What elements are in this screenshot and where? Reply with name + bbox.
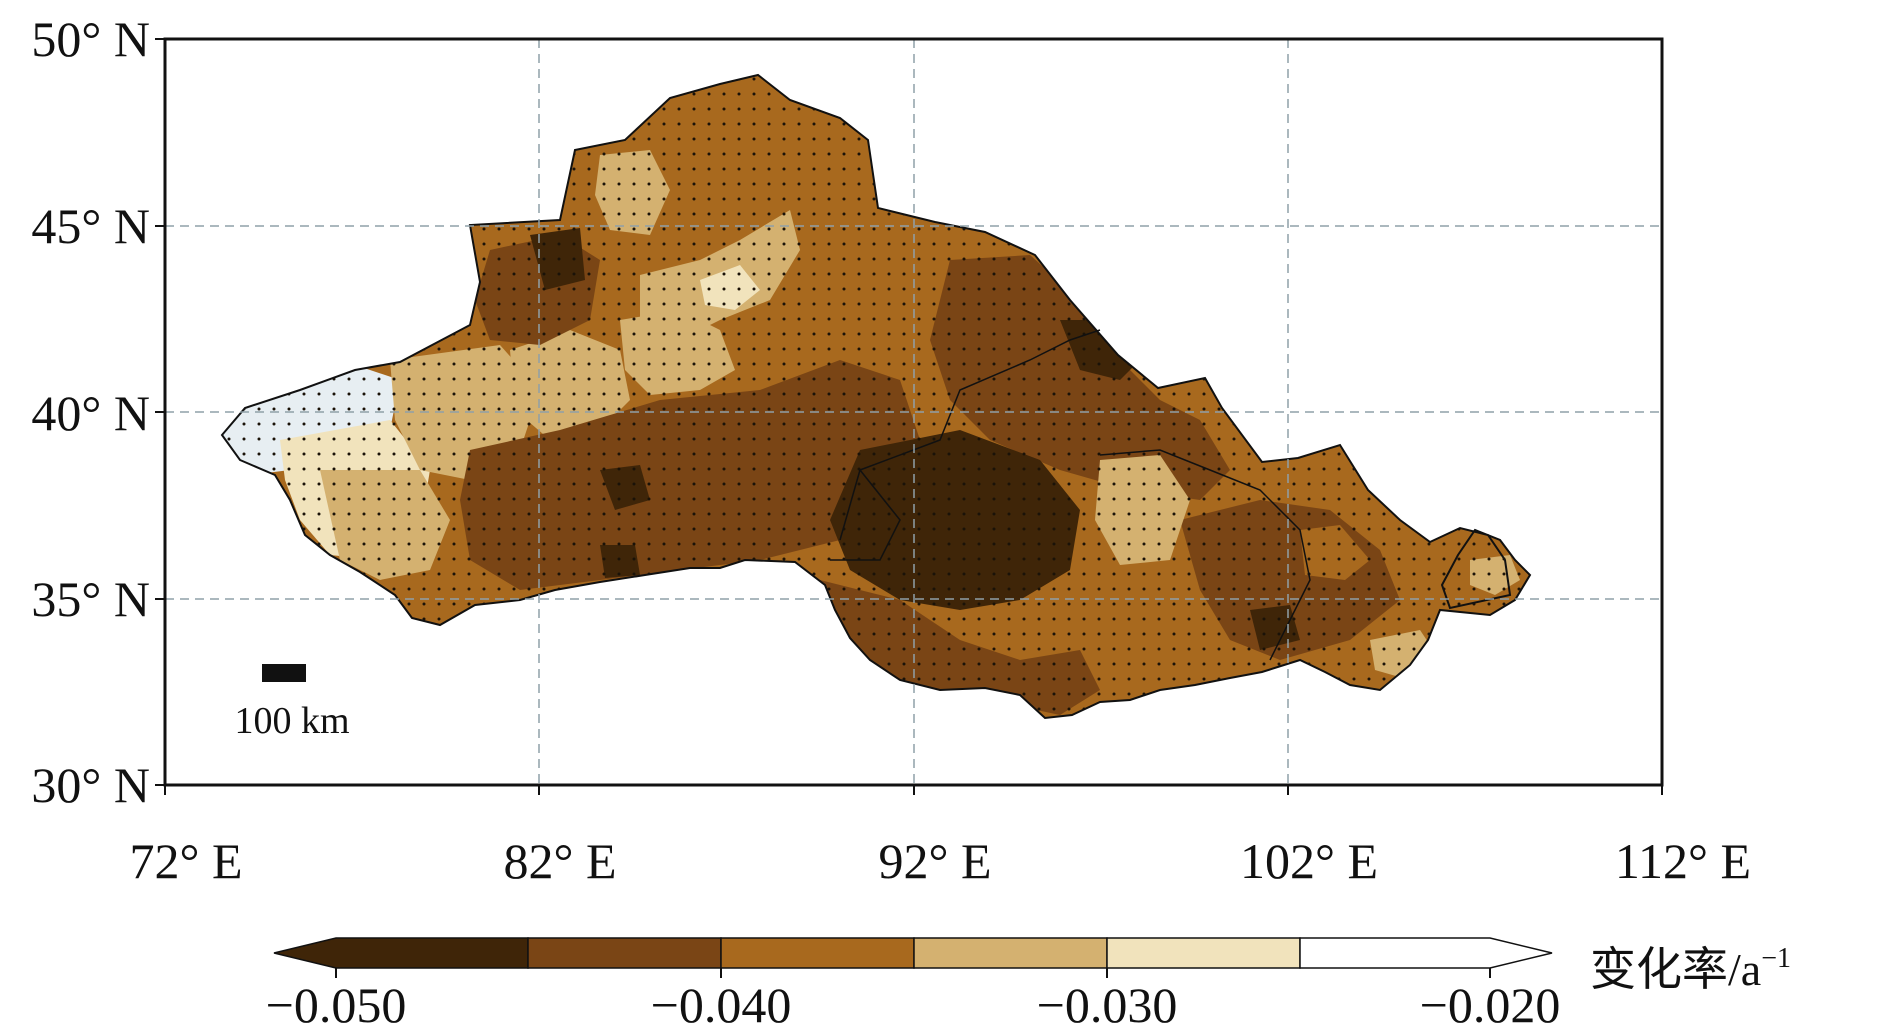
lat-label-40: 40° N: [31, 385, 150, 441]
colorbar-bin-2: [720, 937, 915, 969]
lon-label-82: 82° E: [503, 833, 616, 889]
colorbar-title-text: 变化率/a: [1590, 944, 1761, 995]
lon-label-92: 92° E: [878, 833, 991, 889]
scale-bar: [262, 664, 306, 682]
colorbar-bin-1: [527, 937, 722, 969]
colorbar-tick-1: −0.040: [651, 977, 792, 1028]
colorbar: −0.050 −0.040 −0.030 −0.020 变化率/a−1: [266, 937, 1791, 1028]
lat-label-50: 50° N: [31, 11, 150, 67]
lat-label-45: 45° N: [31, 198, 150, 254]
colorbar-bin-5: [1299, 937, 1553, 969]
colorbar-tick-0: −0.050: [266, 977, 407, 1028]
region-outline: [220, 73, 1532, 720]
scale-bar-label: 100 km: [234, 700, 349, 742]
colorbar-tick-3: −0.020: [1420, 977, 1561, 1028]
colorbar-bin-4: [1106, 937, 1301, 969]
colorbar-bin-0: [273, 937, 529, 969]
lon-label-112: 112° E: [1615, 833, 1751, 889]
province-boundary-2: [830, 469, 901, 561]
lon-label-102: 102° E: [1240, 833, 1378, 889]
colorbar-title: 变化率/a−1: [1590, 943, 1791, 995]
lat-label-35: 35° N: [31, 571, 150, 627]
gridlines: [165, 39, 1662, 785]
province-boundary-3: [1099, 449, 1311, 661]
colorbar-bin-3: [913, 937, 1108, 969]
colorbar-tick-2: −0.030: [1037, 977, 1178, 1028]
axis-ticks: [155, 38, 1663, 795]
lon-label-72: 72° E: [129, 833, 242, 889]
colorbar-title-superscript: −1: [1761, 943, 1791, 974]
lat-label-30: 30° N: [31, 757, 150, 813]
